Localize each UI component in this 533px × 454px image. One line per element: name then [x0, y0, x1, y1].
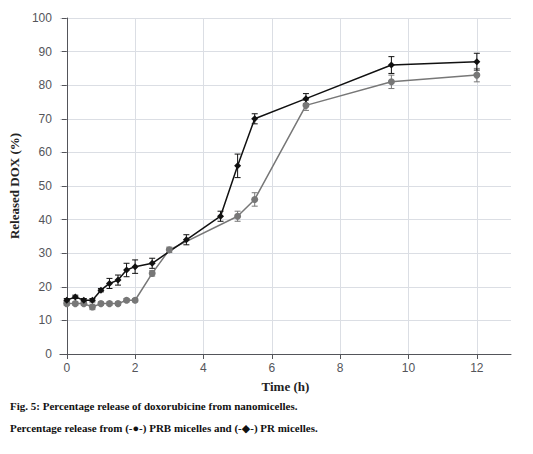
svg-text:Fig. 5: Percentage release of: Fig. 5: Percentage release of doxorubici… [10, 400, 298, 412]
svg-text:20: 20 [39, 280, 53, 294]
svg-text:80: 80 [39, 78, 53, 92]
svg-text:40: 40 [39, 213, 53, 227]
svg-text:0: 0 [63, 361, 70, 375]
svg-text:4: 4 [200, 361, 207, 375]
svg-text:100: 100 [32, 11, 52, 25]
svg-text:70: 70 [39, 112, 53, 126]
svg-text:12: 12 [470, 361, 484, 375]
svg-text:8: 8 [337, 361, 344, 375]
svg-text:90: 90 [39, 45, 53, 59]
svg-text:Percentage release from (-●-): Percentage release from (-●-) PRB micell… [10, 422, 318, 435]
svg-text:10: 10 [39, 313, 53, 327]
svg-text:6: 6 [268, 361, 275, 375]
svg-text:50: 50 [39, 179, 53, 193]
svg-text:0: 0 [45, 347, 52, 361]
svg-text:2: 2 [132, 361, 139, 375]
svg-text:Time (h): Time (h) [262, 379, 310, 394]
svg-text:60: 60 [39, 145, 53, 159]
svg-text:10: 10 [402, 361, 416, 375]
svg-text:Released DOX (%): Released DOX (%) [7, 133, 22, 239]
svg-text:30: 30 [39, 246, 53, 260]
